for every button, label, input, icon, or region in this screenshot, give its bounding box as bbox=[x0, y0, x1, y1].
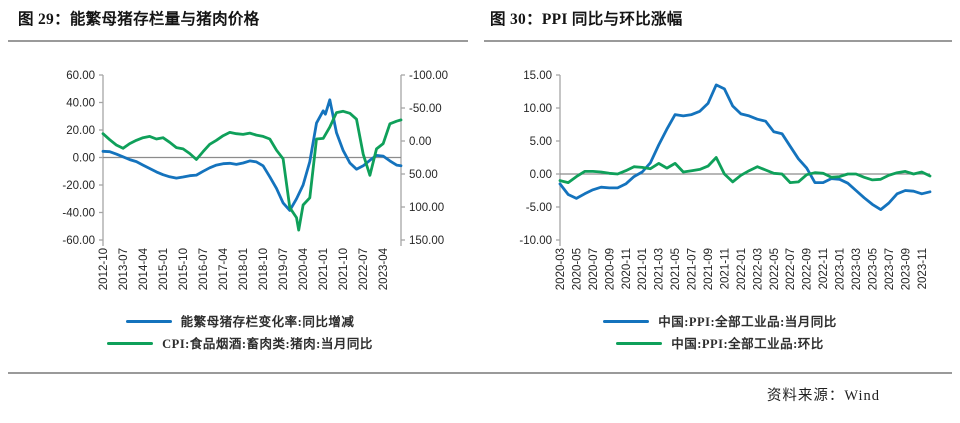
sow-inventory-pork-price-line-chart: 60.00 40.00 20.00 0.00 -20.00 -40.00 -60.00 -10… bbox=[62, 70, 448, 290]
legend-item: 中国:PPI:全部工业品:当月同比 bbox=[603, 314, 837, 330]
x-tick-label: 2023-05 bbox=[867, 248, 879, 290]
legend-item: 能繁母猪存栏变化率:同比增减 bbox=[125, 314, 355, 330]
svg-text:10.00: 10.00 bbox=[523, 103, 552, 115]
figure-30-title: 图 30：PPI 同比与环比涨幅 bbox=[490, 11, 683, 28]
x-tick-label: 2020-05 bbox=[571, 248, 583, 290]
x-tick-label: 2021-11 bbox=[719, 248, 731, 289]
figure-29-title: 图 29：能繁母猪存栏量与猪肉价格 bbox=[18, 11, 260, 28]
x-tick-label: 2020-04 bbox=[298, 247, 310, 290]
x-tick-label: 2015-10 bbox=[178, 248, 190, 290]
legend-line-swatch bbox=[107, 341, 154, 346]
svg-text:50.00: 50.00 bbox=[409, 169, 438, 181]
series-line bbox=[101, 109, 403, 232]
legend-label: CPI:食品烟酒:畜肉类:猪肉:当月同比 bbox=[162, 336, 373, 351]
x-tick-label: 2020-03 bbox=[555, 248, 567, 290]
legend-line-swatch bbox=[616, 341, 663, 346]
footer-divider bbox=[8, 372, 952, 374]
x-tick-label: 2023-09 bbox=[900, 248, 912, 290]
svg-text:40.00: 40.00 bbox=[66, 97, 95, 109]
svg-text:-5.00: -5.00 bbox=[526, 202, 552, 214]
x-tick-label: 2020-11 bbox=[621, 248, 633, 289]
svg-text:-50.00: -50.00 bbox=[409, 103, 442, 115]
x-tick-label: 2018-01 bbox=[238, 248, 250, 290]
x-tick-label: 2014-04 bbox=[138, 247, 150, 290]
x-tick-label: 2021-09 bbox=[703, 248, 715, 290]
svg-text:0.00: 0.00 bbox=[530, 169, 552, 181]
x-tick-label: 2021-05 bbox=[670, 248, 682, 290]
svg-text:0.00: 0.00 bbox=[409, 136, 431, 148]
figure-30-panel: 图 30：PPI 同比与环比涨幅 15.00 10.00 5.00 0.00 -5.00… bbox=[480, 0, 960, 352]
x-tick-label: 2012-10 bbox=[98, 248, 110, 290]
figures-row: 图 29：能繁母猪存栏量与猪肉价格 60.00 40.00 20.00 0.00 -20… bbox=[0, 0, 960, 352]
svg-text:0.00: 0.00 bbox=[73, 152, 95, 164]
x-tick-label: 2015-01 bbox=[158, 248, 170, 290]
svg-text:-60.00: -60.00 bbox=[62, 235, 95, 247]
source-note: 资料来源：Wind bbox=[766, 388, 880, 404]
x-tick-label: 2022-09 bbox=[802, 248, 814, 290]
x-tick-label: 2021-01 bbox=[318, 248, 330, 290]
x-tick-label: 2022-01 bbox=[736, 248, 748, 290]
legend-item: 中国:PPI:全部工业品:环比 bbox=[616, 336, 824, 352]
x-tick-label: 2021-03 bbox=[654, 248, 666, 290]
svg-text:60.00: 60.00 bbox=[66, 70, 95, 82]
x-tick-label: 2021-01 bbox=[637, 248, 649, 290]
x-tick-label: 2019-07 bbox=[278, 248, 290, 290]
legend-label: 中国:PPI:全部工业品:当月同比 bbox=[658, 314, 837, 329]
x-tick-label: 2021-10 bbox=[338, 248, 350, 290]
svg-text:100.00: 100.00 bbox=[409, 202, 444, 214]
svg-text:-20.00: -20.00 bbox=[62, 180, 95, 192]
svg-text:150.00: 150.00 bbox=[409, 235, 444, 247]
x-tick-label: 2022-11 bbox=[818, 248, 830, 289]
svg-text:20.00: 20.00 bbox=[66, 125, 95, 137]
x-tick-label: 2022-03 bbox=[752, 248, 764, 290]
x-tick-label: 2022-07 bbox=[785, 248, 797, 290]
x-tick-label: 2013-07 bbox=[118, 248, 130, 290]
svg-text:-10.00: -10.00 bbox=[519, 235, 552, 247]
svg-text:15.00: 15.00 bbox=[523, 70, 552, 82]
legend-item: CPI:食品烟酒:畜肉类:猪肉:当月同比 bbox=[107, 336, 373, 352]
x-tick-label: 2022-05 bbox=[769, 248, 781, 290]
x-tick-label: 2021-07 bbox=[687, 247, 699, 289]
figure-29-panel: 图 29：能繁母猪存栏量与猪肉价格 60.00 40.00 20.00 0.00 -20… bbox=[0, 0, 480, 352]
x-tick-label: 2017-04 bbox=[218, 247, 230, 290]
x-tick-label: 2023-04 bbox=[378, 247, 390, 290]
x-tick-label: 2018-10 bbox=[258, 248, 270, 290]
svg-text:-40.00: -40.00 bbox=[62, 207, 95, 219]
legend-label: 能繁母猪存栏变化率:同比增减 bbox=[180, 314, 355, 329]
series-line bbox=[558, 82, 932, 211]
x-tick-label: 2016-07 bbox=[198, 248, 210, 290]
series-line bbox=[558, 155, 932, 184]
figure-30-legend: 中国:PPI:全部工业品:当月同比 中国:PPI:全部工业品:环比 bbox=[480, 314, 960, 352]
x-tick-label: 2022-07 bbox=[358, 248, 370, 290]
series-line bbox=[101, 97, 403, 212]
x-tick-label: 2020-09 bbox=[604, 248, 616, 290]
x-tick-label: 2023-07 bbox=[884, 248, 896, 290]
svg-text:-100.00: -100.00 bbox=[409, 70, 448, 82]
x-tick-label: 2023-11 bbox=[917, 248, 929, 289]
x-tick-label: 2020-07 bbox=[588, 248, 600, 290]
figure-30-title-divider bbox=[484, 40, 952, 42]
legend-label: 中国:PPI:全部工业品:环比 bbox=[671, 336, 824, 351]
figure-29-legend: 能繁母猪存栏变化率:同比增减 CPI:食品烟酒:畜肉类:猪肉:当月同比 bbox=[0, 314, 480, 352]
legend-line-swatch bbox=[603, 319, 650, 324]
figure-29-title-divider bbox=[8, 40, 468, 42]
x-tick-label: 2023-01 bbox=[835, 248, 847, 290]
legend-line-swatch bbox=[125, 319, 172, 324]
svg-text:5.00: 5.00 bbox=[530, 136, 552, 148]
x-tick-label: 2023-03 bbox=[851, 248, 863, 290]
